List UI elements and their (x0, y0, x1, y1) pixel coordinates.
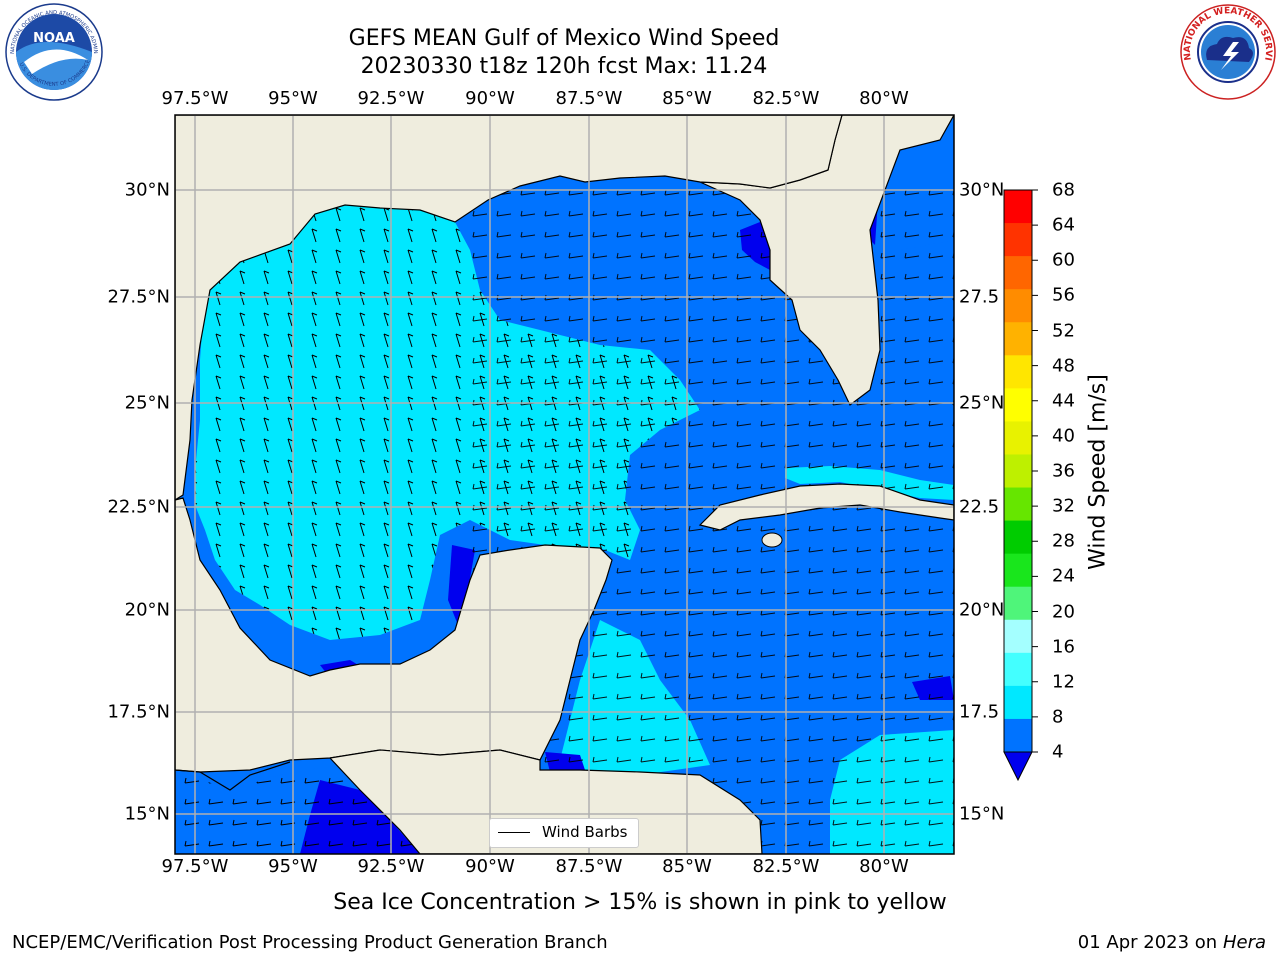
colorbar-segment (1004, 190, 1032, 224)
lat-tick-right: 17.5 (959, 701, 1000, 723)
lon-tick-top: 85°W (662, 88, 712, 109)
colorbar-label: 56 (1052, 284, 1075, 306)
colorbar-segment (1004, 718, 1032, 753)
colorbar-segment (1004, 586, 1032, 621)
lon-tick-bottom: 82.5°W (752, 856, 820, 877)
lon-tick-bottom: 95°W (268, 856, 318, 877)
colorbar-segment (1004, 685, 1032, 720)
footer-date-text: 01 Apr 2023 on (1077, 932, 1218, 953)
colorbar-label: 32 (1052, 495, 1075, 517)
nws-logo: NATIONAL WEATHER SERVICE (1177, 2, 1276, 100)
colorbar-label: 16 (1052, 636, 1075, 658)
colorbar-label: 60 (1052, 249, 1075, 271)
colorbar-segment (1004, 553, 1032, 588)
colorbar-label: 8 (1052, 706, 1064, 728)
lon-tick-bottom: 90°W (465, 856, 515, 877)
lon-tick-top: 80°W (859, 88, 909, 109)
colorbar-label: 40 (1052, 425, 1075, 447)
colorbar-label: 52 (1052, 320, 1075, 341)
colorbar-label: 48 (1052, 355, 1075, 377)
colorbar-segment (1004, 487, 1032, 522)
lat-tick-right: 20°N (959, 599, 1005, 621)
colorbar-segment (1004, 652, 1032, 687)
colorbar-label: 64 (1052, 214, 1075, 236)
colorbar-label: 4 (1052, 741, 1064, 763)
footer-date: 01 Apr 2023 on Hera (1078, 932, 1266, 953)
lon-tick-top: 87.5°W (555, 88, 623, 109)
footer-credit: NCEP/EMC/Verification Post Processing Pr… (12, 932, 608, 953)
colorbar-label: 24 (1052, 565, 1075, 587)
lat-tick-left: 20°N (124, 599, 170, 621)
lon-tick-top: 90°W (465, 88, 515, 109)
colorbar-label: 36 (1052, 460, 1075, 482)
lat-tick-left: 22.5°N (107, 496, 170, 518)
colorbar-extend-triangle (1003, 751, 1033, 782)
colorbar-label: 28 (1052, 530, 1075, 552)
wind-low-campeche (448, 545, 475, 625)
colorbar-segment (1004, 421, 1032, 455)
colorbar-segment (1004, 355, 1032, 389)
chart-title: GEFS MEAN Gulf of Mexico Wind Speed (348, 26, 780, 51)
lat-tick-right: 27.5 (959, 286, 1000, 308)
lon-tick-top: 97.5°W (161, 88, 229, 109)
lat-tick-left: 30°N (124, 179, 170, 201)
legend-line-swatch (498, 832, 530, 833)
sea-ice-note: Sea Ice Concentration > 15% is shown in … (333, 890, 947, 915)
legend-label: Wind Barbs (542, 823, 628, 841)
map-frame (174, 114, 955, 855)
lat-tick-right: 22.5 (959, 496, 1000, 518)
lat-tick-left: 27.5°N (107, 286, 170, 308)
colorbar-segment (1004, 454, 1032, 489)
noaa-logo: NOAA NATIONAL OCEANIC AND ATMOSPHERIC AD… (2, 2, 103, 101)
map-legend: Wind Barbs (489, 818, 639, 848)
chart-subtitle: 20230330 t18z 120h fcst Max: 11.24 (360, 54, 768, 79)
colorbar-label: 12 (1052, 671, 1075, 693)
lon-tick-top: 92.5°W (357, 88, 425, 109)
footer-machine: Hera (1222, 932, 1266, 953)
colorbar-segment (1004, 256, 1032, 290)
colorbar-label: 20 (1052, 601, 1075, 622)
lat-tick-right: 15°N (959, 803, 1005, 825)
colorbar-title: Wind Speed [m/s] (1085, 374, 1111, 570)
colorbar-segment (1004, 289, 1032, 323)
lon-tick-top: 95°W (268, 88, 318, 109)
lon-tick-bottom: 87.5°W (555, 856, 623, 877)
map-gridlines (175, 115, 954, 854)
lon-tick-bottom: 92.5°W (357, 856, 425, 877)
noaa-logo-name: NOAA (33, 31, 75, 46)
colorbar-segment (1004, 388, 1032, 422)
lat-tick-left: 25°N (124, 392, 170, 414)
colorbar-segment (1004, 223, 1032, 257)
lat-tick-right: 25°N (959, 392, 1005, 414)
lon-tick-bottom: 97.5°W (161, 856, 229, 877)
lon-tick-bottom: 85°W (662, 856, 712, 877)
colorbar-segment (1004, 322, 1032, 356)
colorbar (1003, 189, 1038, 782)
lon-tick-bottom: 80°W (859, 856, 909, 877)
colorbar-label: 44 (1052, 390, 1075, 412)
colorbar-label: 68 (1052, 179, 1075, 201)
lat-tick-left: 15°N (124, 803, 170, 825)
lat-tick-right: 30°N (959, 179, 1005, 201)
colorbar-segment (1004, 520, 1032, 555)
colorbar-segment (1004, 619, 1032, 654)
lat-tick-left: 17.5°N (107, 701, 170, 723)
lon-tick-top: 82.5°W (752, 88, 820, 109)
